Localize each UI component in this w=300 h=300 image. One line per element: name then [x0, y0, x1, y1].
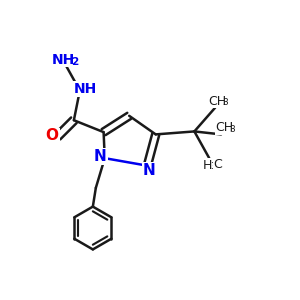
Text: 3: 3: [210, 162, 216, 171]
Text: N: N: [94, 149, 107, 164]
Text: C: C: [213, 158, 222, 171]
Text: NH: NH: [74, 82, 97, 96]
Text: 3: 3: [222, 98, 228, 107]
Text: 2: 2: [71, 57, 78, 67]
Text: N: N: [142, 163, 155, 178]
Text: NH: NH: [52, 52, 75, 67]
Text: CH: CH: [208, 94, 226, 108]
Text: 3: 3: [229, 125, 235, 134]
Text: O: O: [46, 128, 59, 143]
Text: CH: CH: [215, 122, 233, 134]
Text: H: H: [203, 158, 212, 172]
